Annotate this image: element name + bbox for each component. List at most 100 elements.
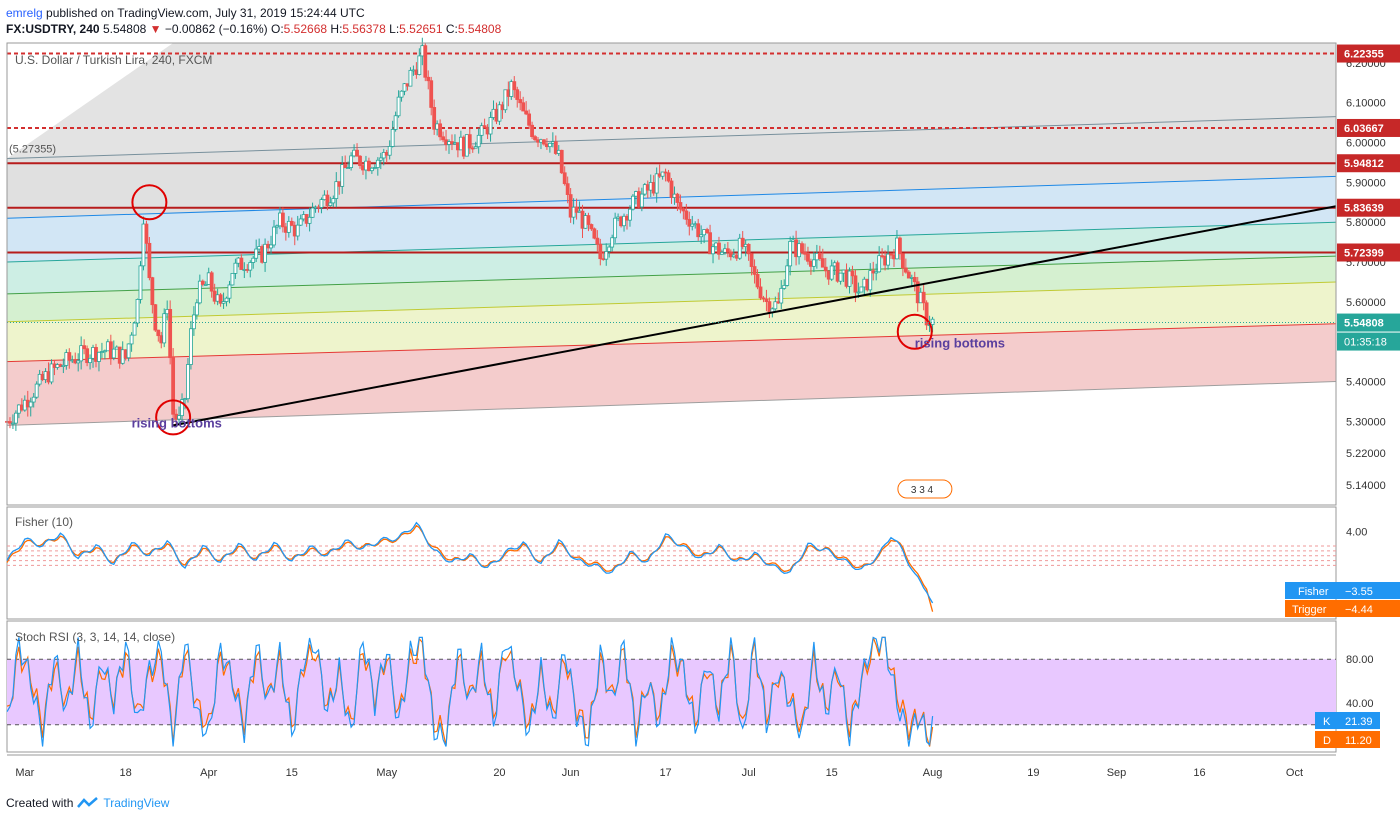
candle-body	[177, 415, 181, 420]
candle-body	[577, 210, 582, 213]
price-tick-label: 5.80000	[1346, 217, 1386, 229]
candle-body	[708, 232, 712, 255]
time-tick-label: Mar	[15, 767, 34, 779]
candle-body	[553, 141, 558, 154]
candle-body	[361, 165, 365, 171]
fisher-pane-bg	[6, 506, 1337, 620]
candle-body	[930, 318, 935, 325]
candle-body	[832, 262, 837, 267]
candle-body	[441, 136, 445, 141]
candle-body	[859, 286, 864, 293]
candle-body	[123, 349, 128, 359]
candle-body	[598, 243, 603, 260]
candle-body	[838, 272, 843, 282]
candle-body	[378, 157, 383, 161]
candle-body	[464, 134, 469, 157]
candle-body	[79, 345, 84, 362]
candle-body	[714, 242, 718, 248]
candle-body	[800, 243, 804, 253]
price-line-label-0: 6.22355	[1344, 49, 1384, 61]
high-value: 5.56378	[342, 22, 386, 36]
candle-body	[369, 167, 374, 172]
tradingview-brand[interactable]: TradingView	[103, 796, 170, 810]
symbol-label[interactable]: FX:USDTRY, 240	[6, 22, 100, 36]
candle-body	[399, 90, 404, 98]
author-link[interactable]: emrelg	[6, 6, 43, 20]
candle-body	[725, 248, 730, 253]
candle-body	[372, 167, 377, 169]
candle-body	[906, 271, 911, 279]
fib-channel	[7, 43, 1336, 426]
stoch-rsi-pane[interactable]: 80.00 40.00 Stoch RSI (3, 3, 14, 14, close…	[6, 620, 1380, 753]
candle-body	[512, 81, 517, 91]
fib-line-0	[7, 381, 1336, 426]
candle-body	[506, 89, 511, 97]
time-tick-label: 15	[286, 767, 298, 779]
candle-body	[200, 280, 205, 285]
candle-body	[503, 89, 508, 111]
event-badge-text: 3 3 4	[911, 485, 934, 496]
time-axis[interactable]: Mar 18 Apr 15 May 20 Jun 17 Jul 15 Aug 19 Sep 16 Oct	[7, 754, 1336, 779]
candle-body	[221, 301, 226, 304]
candle-body	[482, 125, 487, 128]
down-arrow-icon: ▼	[149, 22, 162, 36]
candle-body	[791, 239, 796, 242]
candle-body	[625, 215, 629, 221]
candle-body	[191, 314, 196, 330]
candle-body	[438, 123, 443, 138]
candle-body	[841, 269, 846, 274]
fisher-pane[interactable]: 4.00 Fisher (10) Fisher −3.55 Trigger −4.44	[6, 506, 1400, 620]
time-tick-label: 16	[1193, 767, 1205, 779]
candle-body	[144, 223, 149, 244]
candle-body	[355, 149, 359, 157]
candle-body	[622, 215, 626, 227]
candle-body	[43, 371, 48, 381]
candle-body	[453, 142, 457, 145]
candle-body	[657, 173, 662, 177]
tradingview-logo-icon	[77, 797, 99, 808]
fib-line-6	[7, 116, 1336, 159]
candle-body	[381, 152, 386, 159]
trendline	[172, 205, 1337, 427]
candle-body	[699, 234, 704, 238]
candle-body	[209, 272, 214, 292]
price-tick-label: 6.10000	[1346, 98, 1386, 110]
candle-body	[88, 357, 92, 364]
chart-canvas[interactable]: 5.140005.220005.300005.400005.500005.600…	[0, 0, 1400, 790]
candle-body	[447, 141, 451, 145]
highlight-circle-0	[131, 184, 168, 221]
candle-body	[595, 237, 600, 245]
candle-body	[423, 45, 428, 78]
candle-body	[325, 194, 330, 207]
candle-body	[669, 180, 674, 198]
candle-body	[111, 348, 116, 359]
candle-body	[734, 254, 739, 259]
candle-body	[550, 141, 555, 144]
last-price: 5.54808	[102, 22, 147, 36]
candle-body	[806, 253, 810, 262]
candle-body	[49, 363, 54, 383]
candle-body	[242, 269, 247, 271]
candle-body	[432, 107, 437, 130]
price-pane[interactable]: 5.140005.220005.300005.400005.500005.600…	[5, 37, 1400, 506]
candle-body	[61, 364, 66, 367]
candle-body	[610, 237, 615, 248]
candle-body	[785, 265, 790, 286]
candle-body	[586, 215, 591, 225]
candle-body	[803, 251, 807, 255]
candle-body	[722, 248, 727, 253]
candle-body	[227, 284, 232, 299]
candle-body	[102, 350, 107, 353]
candle-body	[301, 214, 306, 220]
candle-body	[114, 346, 119, 350]
candle-body	[562, 172, 567, 185]
time-tick-label: Jun	[562, 767, 580, 779]
candle-body	[883, 255, 887, 266]
candle-body	[135, 299, 140, 324]
candle-body	[52, 363, 57, 368]
candle-body	[651, 182, 656, 194]
candle-body	[352, 149, 356, 157]
last-price-label: 5.54808	[1344, 318, 1384, 330]
candle-body	[73, 359, 78, 364]
candle-body	[720, 251, 724, 255]
